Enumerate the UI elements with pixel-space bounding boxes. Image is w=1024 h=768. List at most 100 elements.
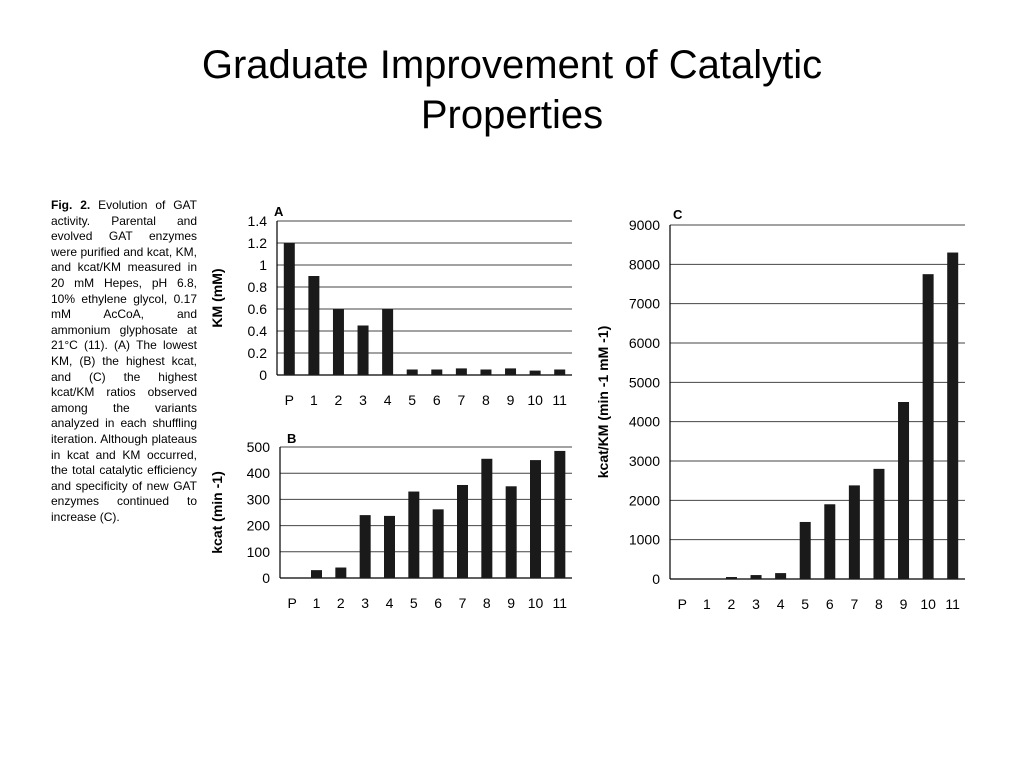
x-tick-label: 7 (459, 595, 467, 611)
x-tick-label: 10 (920, 596, 936, 612)
x-tick-label: 10 (527, 392, 543, 408)
x-tick-label: 2 (335, 392, 343, 408)
y-tick-label: 8000 (629, 256, 660, 272)
x-tick-label: 4 (386, 595, 394, 611)
bar (898, 402, 910, 579)
y-tick-label: 6000 (629, 335, 660, 351)
x-tick-label: 4 (777, 596, 785, 612)
slide-title: Graduate Improvement of Catalytic Proper… (201, 43, 823, 137)
x-tick-label: 1 (703, 596, 711, 612)
y-tick-label: 0 (262, 570, 270, 586)
figure-caption: Fig. 2. Evolution of GAT activity. Paren… (51, 198, 197, 525)
y-tick-label: 200 (247, 518, 271, 534)
bar (750, 575, 762, 579)
y-tick-label: 500 (247, 439, 271, 455)
bar (799, 521, 811, 579)
bar (311, 570, 322, 578)
bar (481, 458, 493, 578)
y-tick-label: 1 (259, 257, 267, 273)
y-tick-label: 0.4 (248, 323, 268, 339)
x-tick-label: P (285, 392, 294, 408)
y-tick-label: 0.6 (248, 301, 268, 317)
bar (529, 370, 541, 375)
bar (824, 504, 836, 579)
x-tick-label: 4 (384, 392, 392, 408)
bar (359, 515, 371, 578)
x-tick-label: 5 (408, 392, 416, 408)
x-tick-label: 7 (850, 596, 858, 612)
x-tick-label: 7 (457, 392, 465, 408)
x-tick-label: 6 (826, 596, 834, 612)
bar (947, 252, 959, 580)
x-tick-label: P (678, 596, 687, 612)
bar (775, 573, 787, 579)
caption-label: Fig. 2. (51, 198, 91, 212)
x-tick-label: 9 (507, 595, 515, 611)
y-tick-label: 7000 (629, 296, 660, 312)
y-tick-label: 100 (247, 544, 271, 560)
x-tick-label: 5 (801, 596, 809, 612)
bar (357, 325, 369, 375)
x-tick-label: 2 (337, 595, 345, 611)
bar (530, 460, 541, 578)
x-tick-label: 8 (483, 595, 491, 611)
bar (725, 577, 737, 579)
x-tick-label: 9 (507, 392, 515, 408)
bar (554, 450, 566, 578)
y-tick-label: 9000 (629, 217, 660, 233)
bar (432, 509, 444, 578)
y-tick-label: 0.2 (248, 345, 268, 361)
y-tick-label: 3000 (629, 453, 660, 469)
bar (335, 567, 347, 578)
x-tick-label: 9 (900, 596, 908, 612)
x-tick-label: 6 (433, 392, 441, 408)
bar (408, 491, 420, 578)
bar (505, 486, 517, 578)
y-tick-label: 1000 (629, 532, 660, 548)
x-tick-label: 5 (410, 595, 418, 611)
y-tick-label: 300 (247, 491, 271, 507)
y-tick-label: 1.4 (248, 213, 268, 229)
bar (332, 309, 344, 375)
bar (382, 309, 394, 375)
x-tick-label: 8 (482, 392, 490, 408)
y-tick-label: 5000 (629, 374, 660, 390)
bar (431, 369, 443, 375)
bar (455, 368, 467, 375)
caption-text: Evolution of GAT activity. Parental and … (51, 198, 197, 524)
y-axis-title: kcat/KM (min -1 mM -1) (595, 326, 611, 478)
x-tick-label: P (287, 595, 296, 611)
y-axis-title: KM (mM) (209, 268, 225, 327)
x-tick-label: 8 (875, 596, 883, 612)
x-tick-label: 3 (752, 596, 760, 612)
x-tick-label: 11 (945, 596, 960, 612)
x-tick-label: 3 (361, 595, 369, 611)
bar (480, 369, 492, 375)
bar (283, 243, 295, 375)
panel-letter: A (274, 204, 284, 219)
x-tick-label: 3 (359, 392, 367, 408)
x-tick-label: 11 (552, 392, 567, 408)
x-tick-label: 10 (528, 595, 544, 611)
y-tick-label: 4000 (629, 414, 660, 430)
bar (848, 485, 860, 579)
bar (457, 484, 468, 578)
x-tick-label: 2 (728, 596, 736, 612)
x-tick-label: 11 (553, 595, 568, 611)
x-tick-label: 6 (434, 595, 442, 611)
bar (922, 274, 934, 579)
y-axis-title: kcat (min -1) (209, 471, 225, 553)
bar (873, 468, 885, 579)
bar (384, 515, 395, 578)
x-tick-label: 1 (313, 595, 321, 611)
chart-panel-c: 0 1000 2000 3000 4000 5000 6000 7000 8000 9000 P 1 2… (595, 207, 965, 612)
y-tick-label: 400 (247, 465, 271, 481)
y-tick-label: 1.2 (248, 235, 268, 251)
x-tick-label: 1 (310, 392, 318, 408)
y-tick-label: 0 (652, 571, 660, 587)
bar (308, 276, 320, 375)
panel-letter: B (287, 431, 296, 446)
